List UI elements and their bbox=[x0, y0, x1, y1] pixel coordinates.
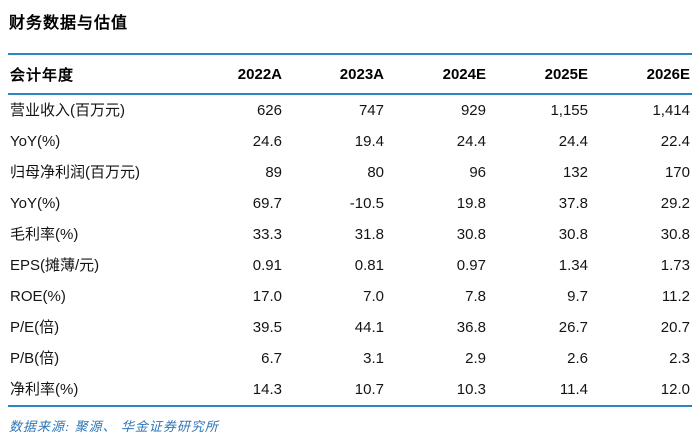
row-value: 19.4 bbox=[354, 133, 384, 150]
row-value: 14.3 bbox=[252, 381, 282, 398]
row-value: 11.4 bbox=[559, 381, 588, 398]
row-value: 17.0 bbox=[252, 288, 282, 305]
row-value: 30.8 bbox=[456, 226, 486, 243]
row-value: 31.8 bbox=[354, 226, 384, 243]
row-value: 929 bbox=[460, 102, 486, 119]
row-value: 26.7 bbox=[558, 319, 588, 336]
row-value: 69.7 bbox=[252, 195, 282, 212]
row-value: 96 bbox=[469, 164, 486, 181]
row-label: YoY(%) bbox=[10, 195, 61, 212]
row-value: 2.9 bbox=[465, 350, 486, 367]
row-value: 80 bbox=[367, 164, 384, 181]
row-label: P/E(倍) bbox=[10, 319, 60, 336]
row-value: 30.8 bbox=[558, 226, 588, 243]
table-row: P/B(倍) 6.7 3.1 2.9 2.6 2.3 bbox=[8, 343, 692, 374]
page-title: 财务数据与估值 bbox=[9, 15, 129, 32]
row-label: 归母净利润(百万元) bbox=[10, 164, 140, 181]
row-value: 132 bbox=[562, 164, 588, 181]
row-value: 0.81 bbox=[354, 257, 384, 274]
row-label: 净利率(%) bbox=[10, 381, 79, 398]
row-label: YoY(%) bbox=[10, 133, 61, 150]
row-label: EPS(摊薄/元) bbox=[10, 257, 100, 274]
financial-table: 会计年度 2022A 2023A 2024E 2025E 2026E 营业收入(… bbox=[8, 53, 692, 407]
row-value: 1.34 bbox=[558, 257, 588, 274]
row-value: 747 bbox=[358, 102, 384, 119]
table-row: YoY(%) 24.6 19.4 24.4 24.4 22.4 bbox=[8, 126, 692, 157]
row-value: 39.5 bbox=[252, 319, 282, 336]
data-source-note: 数据来源: 聚源、 华金证券研究所 bbox=[9, 419, 219, 434]
row-value: 0.91 bbox=[252, 257, 282, 274]
table-row: EPS(摊薄/元) 0.91 0.81 0.97 1.34 1.73 bbox=[8, 250, 692, 281]
row-value: 1,155 bbox=[550, 102, 588, 119]
table-body: 营业收入(百万元) 626 747 929 1,155 1,414 YoY(%) 24.6 19… bbox=[8, 94, 692, 406]
table-row: ROE(%) 17.0 7.0 7.8 9.7 11.2 bbox=[8, 281, 692, 312]
row-value: 1.73 bbox=[660, 257, 690, 274]
header-year-2026E: 2026E bbox=[646, 66, 690, 83]
row-value: 626 bbox=[256, 102, 282, 119]
header-year-2022A: 2022A bbox=[237, 66, 282, 83]
row-value: 10.3 bbox=[456, 381, 486, 398]
table-row: P/E(倍) 39.5 44.1 36.8 26.7 20.7 bbox=[8, 312, 692, 343]
row-value: 170 bbox=[664, 164, 690, 181]
row-value: 11.2 bbox=[661, 288, 690, 305]
row-value: 22.4 bbox=[660, 133, 690, 150]
row-value: 12.0 bbox=[660, 381, 690, 398]
row-value: 2.6 bbox=[567, 350, 588, 367]
row-value: 9.7 bbox=[567, 288, 588, 305]
row-value: 24.4 bbox=[558, 133, 588, 150]
table-row: 净利率(%) 14.3 10.7 10.3 11.4 12.0 bbox=[8, 374, 692, 406]
row-label: 毛利率(%) bbox=[10, 226, 79, 243]
row-value: 0.97 bbox=[456, 257, 486, 274]
header-year-2023A: 2023A bbox=[339, 66, 384, 83]
row-value: 6.7 bbox=[261, 350, 282, 367]
report-page: 财务数据与估值 会计年度 2022A 2023A 2024E 2025E 202… bbox=[0, 9, 700, 438]
row-value: -10.5 bbox=[349, 195, 384, 212]
row-value: 44.1 bbox=[354, 319, 384, 336]
row-value: 2.3 bbox=[669, 350, 690, 367]
row-label: ROE(%) bbox=[10, 288, 66, 305]
table-header-row: 会计年度 2022A 2023A 2024E 2025E 2026E bbox=[8, 54, 692, 94]
row-label: 营业收入(百万元) bbox=[10, 102, 125, 119]
row-value: 10.7 bbox=[354, 381, 384, 398]
row-value: 1,414 bbox=[652, 102, 690, 119]
row-value: 24.6 bbox=[252, 133, 282, 150]
row-value: 7.8 bbox=[465, 288, 486, 305]
header-year-2025E: 2025E bbox=[544, 66, 588, 83]
row-value: 29.2 bbox=[660, 195, 690, 212]
row-value: 33.3 bbox=[252, 226, 282, 243]
row-value: 89 bbox=[265, 164, 282, 181]
header-year-2024E: 2024E bbox=[442, 66, 486, 83]
row-value: 20.7 bbox=[660, 319, 690, 336]
table-row: 归母净利润(百万元) 89 80 96 132 170 bbox=[8, 157, 692, 188]
table-row: YoY(%) 69.7 -10.5 19.8 37.8 29.2 bbox=[8, 188, 692, 219]
row-value: 24.4 bbox=[456, 133, 486, 150]
row-label: P/B(倍) bbox=[10, 350, 60, 367]
table-row: 营业收入(百万元) 626 747 929 1,155 1,414 bbox=[8, 94, 692, 126]
row-value: 3.1 bbox=[363, 350, 384, 367]
table-row: 毛利率(%) 33.3 31.8 30.8 30.8 30.8 bbox=[8, 219, 692, 250]
row-value: 37.8 bbox=[558, 195, 588, 212]
row-value: 36.8 bbox=[456, 319, 486, 336]
row-value: 7.0 bbox=[363, 288, 384, 305]
row-value: 30.8 bbox=[660, 226, 690, 243]
header-fiscal-year-label: 会计年度 bbox=[10, 68, 75, 84]
row-value: 19.8 bbox=[456, 195, 486, 212]
